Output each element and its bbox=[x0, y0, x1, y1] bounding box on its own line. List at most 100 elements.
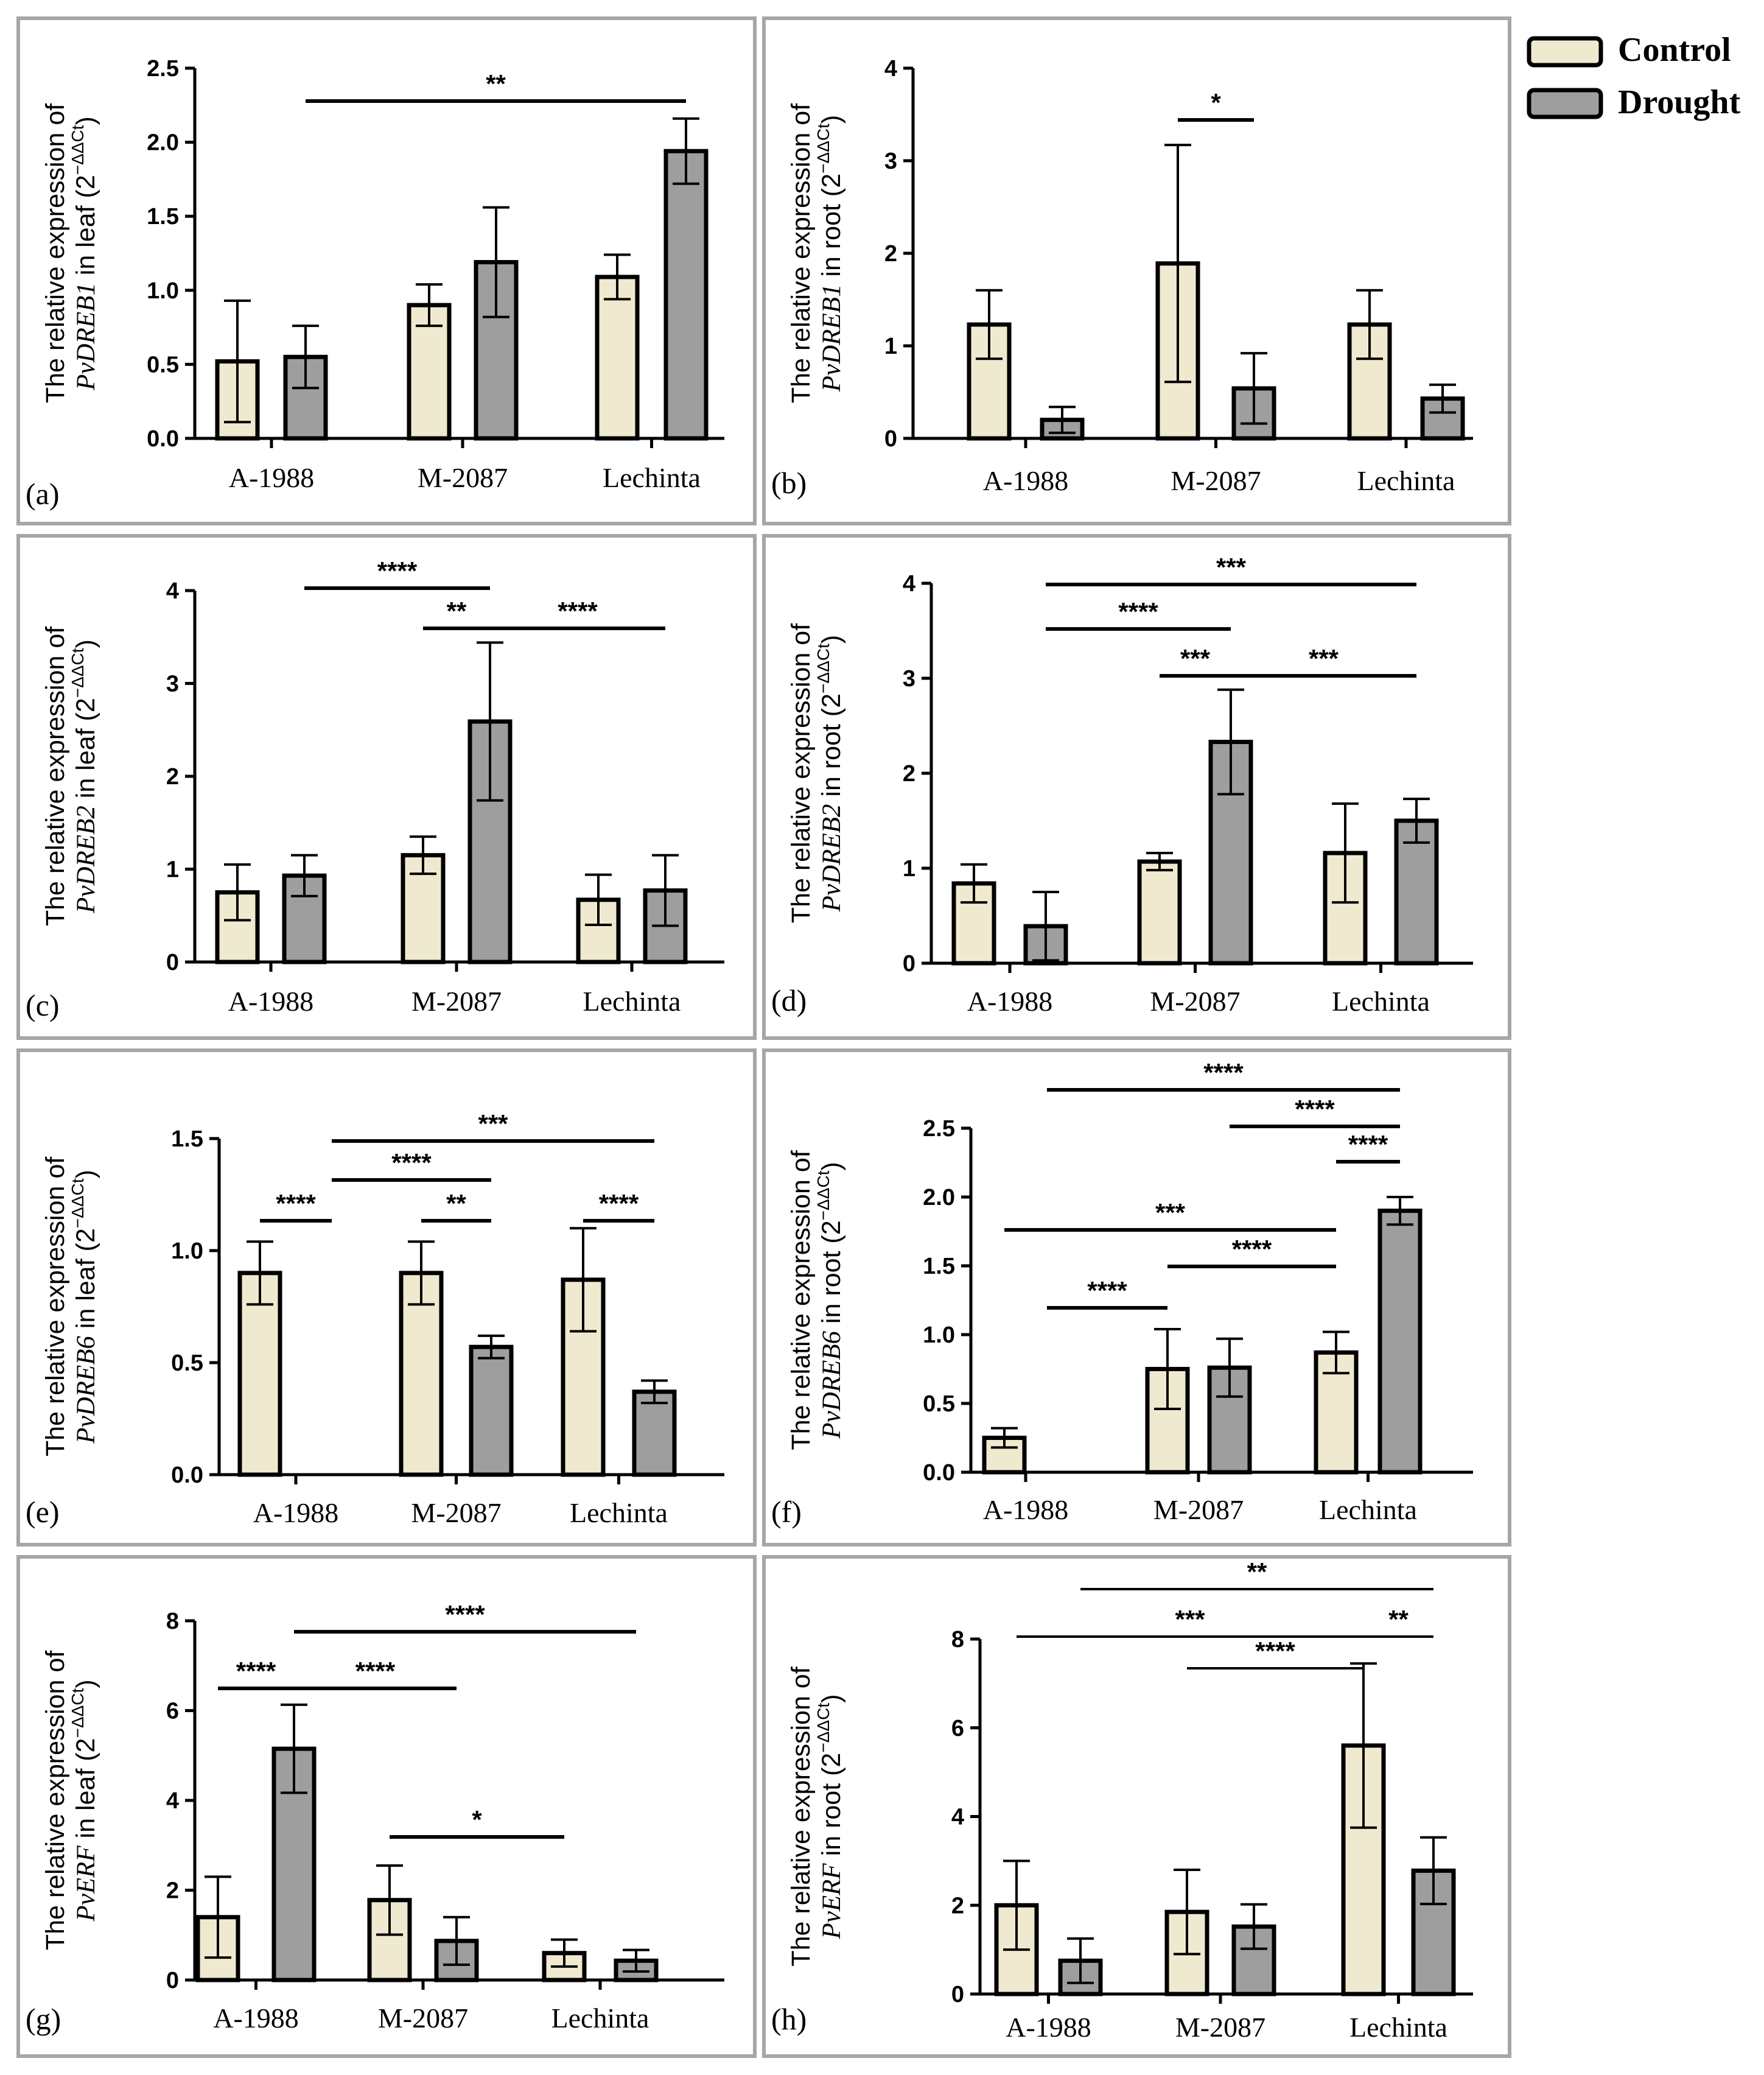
panel-frame bbox=[16, 16, 757, 525]
y-axis-label: The relative expression of bbox=[41, 1650, 70, 1950]
y-tick-label: 4 bbox=[166, 1788, 179, 1814]
significance-label: ** bbox=[447, 597, 467, 625]
y-axis-label: PvDREB2 in leaf (2−ΔΔCt) bbox=[68, 639, 100, 914]
significance-label: **** bbox=[1295, 1095, 1335, 1123]
significance-label: **** bbox=[1118, 597, 1158, 626]
x-tick-label: A-1988 bbox=[1006, 2012, 1091, 2043]
x-tick-label: M-2087 bbox=[418, 462, 508, 493]
significance-label: * bbox=[1211, 88, 1221, 117]
y-tick-label: 4 bbox=[951, 1805, 964, 1830]
panel-letter: (f) bbox=[771, 1495, 802, 1529]
y-tick-label: 2.0 bbox=[923, 1185, 955, 1210]
y-axis-label: PvDREB1 in root (2−ΔΔCt) bbox=[814, 115, 846, 392]
y-tick-label: 3 bbox=[903, 666, 915, 692]
significance-label: **** bbox=[599, 1189, 639, 1218]
significance-label: ** bbox=[1247, 1557, 1267, 1586]
legend-label-drought: Drought bbox=[1618, 83, 1741, 121]
x-tick-label: M-2087 bbox=[411, 1497, 501, 1528]
significance-label: **** bbox=[377, 556, 418, 585]
significance-label: *** bbox=[478, 1109, 508, 1138]
y-axis-label: PvERF in root (2−ΔΔCt) bbox=[814, 1694, 846, 1940]
y-tick-label: 0 bbox=[166, 950, 179, 975]
significance-label: *** bbox=[1155, 1198, 1186, 1227]
y-tick-label: 1 bbox=[166, 857, 179, 883]
bar-control bbox=[595, 275, 640, 441]
y-tick-label: 0 bbox=[166, 1968, 179, 1993]
y-tick-label: 0.0 bbox=[147, 426, 179, 452]
y-tick-label: 0.5 bbox=[923, 1391, 955, 1417]
significance-label: **** bbox=[236, 1657, 276, 1685]
significance-label: *** bbox=[1216, 553, 1247, 581]
x-tick-label: A-1988 bbox=[983, 1494, 1069, 1525]
x-tick-label: Lechinta bbox=[570, 1497, 668, 1528]
x-tick-label: M-2087 bbox=[411, 986, 502, 1017]
significance-label: **** bbox=[276, 1189, 316, 1218]
y-axis-label: The relative expression of bbox=[786, 1150, 816, 1450]
x-tick-label: A-1988 bbox=[983, 465, 1069, 496]
significance-label: **** bbox=[391, 1148, 432, 1177]
x-tick-label: Lechinta bbox=[1357, 465, 1455, 496]
bar-control bbox=[401, 853, 446, 964]
y-axis-label: PvERF in leaf (2−ΔΔCt) bbox=[68, 1679, 100, 1922]
x-tick-label: Lechinta bbox=[551, 2003, 649, 2034]
x-tick-label: Lechinta bbox=[1319, 1494, 1417, 1525]
x-tick-label: M-2087 bbox=[1171, 465, 1261, 496]
significance-label: *** bbox=[1309, 644, 1339, 673]
bar-drought bbox=[1377, 1209, 1423, 1475]
bar-drought bbox=[632, 1389, 677, 1477]
significance-label: **** bbox=[355, 1657, 396, 1685]
y-axis-label: The relative expression of bbox=[41, 626, 70, 926]
x-tick-label: A-1988 bbox=[967, 986, 1053, 1017]
x-tick-label: M-2087 bbox=[1150, 986, 1240, 1017]
y-axis-label: PvDREB2 in root (2−ΔΔCt) bbox=[814, 635, 846, 912]
y-tick-label: 0 bbox=[951, 1982, 964, 2007]
significance-label: **** bbox=[1348, 1130, 1388, 1159]
legend-swatch-drought bbox=[1527, 88, 1603, 119]
y-tick-label: 6 bbox=[166, 1699, 179, 1724]
y-tick-label: 2.0 bbox=[147, 130, 179, 156]
significance-label: **** bbox=[1255, 1637, 1295, 1665]
significance-label: *** bbox=[1180, 644, 1211, 673]
y-axis-label: The relative expression of bbox=[786, 1666, 816, 1966]
bar-drought bbox=[469, 1344, 514, 1477]
y-tick-label: 3 bbox=[884, 149, 897, 174]
y-tick-label: 2.5 bbox=[147, 56, 179, 82]
significance-label: **** bbox=[445, 1600, 485, 1629]
bar-drought bbox=[282, 873, 327, 964]
y-tick-label: 2 bbox=[166, 1878, 179, 1904]
panel-letter: (a) bbox=[26, 477, 60, 511]
significance-label: **** bbox=[1087, 1276, 1127, 1305]
panel-letter: (b) bbox=[771, 466, 807, 500]
y-tick-label: 2.5 bbox=[923, 1116, 955, 1142]
x-tick-label: M-2087 bbox=[378, 2003, 468, 2034]
significance-label: ** bbox=[1388, 1605, 1409, 1634]
y-tick-label: 1.5 bbox=[171, 1126, 203, 1152]
y-tick-label: 2 bbox=[884, 241, 897, 267]
y-tick-label: 0.5 bbox=[171, 1350, 203, 1376]
y-tick-label: 0.0 bbox=[171, 1462, 203, 1488]
y-tick-label: 8 bbox=[166, 1609, 179, 1634]
y-tick-label: 1 bbox=[903, 856, 915, 882]
bar-drought bbox=[663, 149, 709, 441]
y-tick-label: 0.5 bbox=[147, 352, 179, 377]
significance-label: **** bbox=[1203, 1058, 1244, 1087]
y-tick-label: 6 bbox=[951, 1716, 964, 1741]
legend-swatch-control bbox=[1527, 36, 1603, 68]
legend: Control Drought bbox=[1527, 31, 1741, 121]
panel-frame bbox=[762, 16, 1511, 525]
y-tick-label: 4 bbox=[884, 56, 897, 82]
panel-letter: (h) bbox=[771, 2002, 807, 2036]
panel-letter: (c) bbox=[26, 988, 60, 1022]
y-axis-label: PvDREB6 in root (2−ΔΔCt) bbox=[814, 1162, 846, 1439]
y-axis-label: The relative expression of bbox=[41, 103, 70, 403]
y-axis-label: The relative expression of bbox=[786, 103, 816, 403]
legend-label-control: Control bbox=[1618, 31, 1731, 69]
panel-frame bbox=[762, 534, 1511, 1040]
panel-letter: (d) bbox=[771, 983, 807, 1017]
x-tick-label: Lechinta bbox=[1349, 2012, 1447, 2043]
y-axis-label: The relative expression of bbox=[786, 623, 816, 923]
